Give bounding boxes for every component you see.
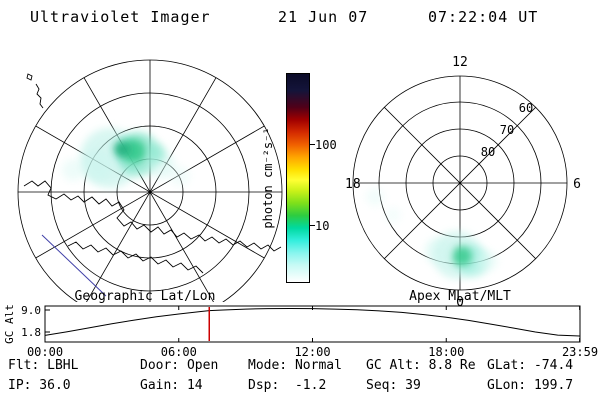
alt-xtick-2359: 23:59: [562, 345, 598, 359]
header-time: 07:22:04 UT: [428, 8, 539, 26]
altitude-curve: [44, 307, 580, 337]
coastline-path: [67, 241, 204, 274]
colorbar-tick-10: 10: [315, 219, 330, 233]
alt-ylabel: GC Alt: [3, 304, 16, 344]
aurora-blob: [425, 238, 451, 264]
apex-caption: Apex MLat/MLT: [409, 289, 511, 304]
mlt-18-label: 18: [345, 177, 361, 192]
status-gcalt: GC Alt: 8.8 Re: [366, 358, 476, 373]
geographic-map: [17, 59, 283, 302]
colorbar-tick-100: 100: [315, 138, 337, 152]
page-title: Ultraviolet Imager: [30, 8, 211, 26]
aurora-blob: [148, 144, 166, 162]
mlt-0-label: 0: [456, 295, 464, 310]
status-ip: IP: 36.0: [8, 378, 71, 393]
aurora-blob: [385, 207, 401, 223]
colorbar-tickmark-100: [310, 144, 315, 145]
terminator-line: [41, 234, 107, 297]
apex-plot: 12 18 6 0 60 70 80: [345, 55, 581, 310]
island-outline: [35, 83, 44, 109]
mlt-6-label: 6: [573, 177, 581, 192]
geo-grid: [17, 59, 283, 302]
alt-xtick-0000: 00:00: [27, 345, 63, 359]
geo-caption: Geographic Lat/Lon: [74, 289, 216, 304]
status-seq: Seq: 39: [366, 378, 421, 393]
alt-axis-box: [44, 305, 581, 343]
aurora-blob: [366, 188, 384, 206]
geo-coastlines: [23, 73, 282, 274]
colorbar-units-label: photon cm⁻²s⁻¹: [261, 127, 275, 229]
mlat-80-label: 80: [481, 145, 495, 159]
coastline-path: [23, 180, 282, 252]
aurora-blob: [478, 251, 498, 271]
mlat-60-label: 60: [519, 101, 533, 115]
status-flt: Flt: LBHL: [8, 358, 79, 373]
aurora-blob: [114, 141, 130, 157]
status-glon: GLon: 199.7: [487, 378, 574, 393]
apex-aurora: [366, 188, 498, 279]
island-outline: [26, 73, 33, 81]
alt-xtick-1200: 12:00: [294, 345, 330, 359]
alt-ticks: [44, 306, 581, 342]
grid-spoke: [35, 125, 265, 259]
geo-aurora: [62, 128, 190, 188]
alt-curve-group: [44, 307, 580, 341]
status-glat: GLat: -74.4: [487, 358, 574, 373]
status-gain: Gain: 14: [140, 378, 203, 393]
status-mode: Mode: Normal: [248, 358, 342, 373]
aurora-blob: [170, 166, 190, 186]
alt-ytick-9: 9.0: [21, 304, 41, 317]
status-dsp: Dsp: -1.2: [248, 378, 327, 393]
alt-ytick-1-8: 1.8: [21, 326, 41, 339]
header-date: 21 Jun 07: [278, 8, 369, 26]
status-door: Door: Open: [140, 358, 219, 373]
aurora-blob: [62, 159, 84, 181]
colorbar-gradient: [286, 73, 310, 283]
aurora-blob: [82, 149, 114, 181]
alt-xtick-0600: 06:00: [161, 345, 197, 359]
grid-spoke: [384, 107, 536, 259]
colorbar-tickmark-10: [310, 225, 315, 226]
alt-xtick-1800: 18:00: [428, 345, 464, 359]
mlt-12-label: 12: [452, 55, 468, 70]
mlat-70-label: 70: [500, 123, 514, 137]
altitude-chart: GC Alt 9.0 1.8 00:00 06:00 12:00 18:00 2…: [3, 304, 598, 359]
aurora-blob: [452, 246, 472, 266]
